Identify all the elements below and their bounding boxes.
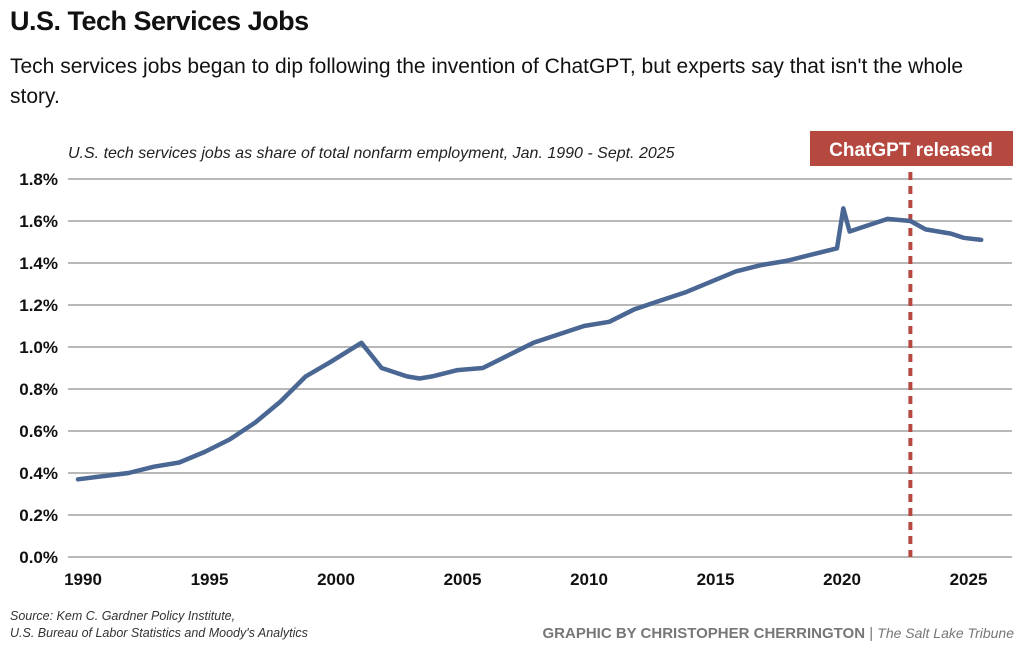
chart-caption: U.S. tech services jobs as share of tota…: [68, 145, 675, 162]
y-tick-label: 0.2%: [19, 506, 58, 525]
credit: GRAPHIC BY CHRISTOPHER CHERRINGTON | The…: [542, 625, 1014, 642]
source-note: Source: Kem C. Gardner Policy Institute,…: [10, 608, 308, 642]
y-tick-label: 1.0%: [19, 338, 58, 357]
source-line: Source: Kem C. Gardner Policy Institute,: [10, 609, 236, 623]
x-tick-label: 2020: [823, 570, 861, 589]
x-tick-label: 2000: [317, 570, 355, 589]
y-tick-label: 1.2%: [19, 296, 58, 315]
y-tick-label: 1.8%: [19, 170, 58, 189]
x-tick-label: 2010: [570, 570, 608, 589]
y-tick-label: 0.8%: [19, 380, 58, 399]
chart-subtitle: Tech services jobs began to dip followin…: [10, 55, 964, 108]
x-tick-label: 2005: [444, 570, 482, 589]
annotation-box: [810, 131, 1013, 166]
annotation-label: ChatGPT released: [829, 140, 993, 161]
y-tick-label: 1.6%: [19, 212, 58, 231]
y-tick-label: 0.0%: [19, 548, 58, 567]
graphic-credit: GRAPHIC BY CHRISTOPHER CHERRINGTON: [542, 625, 866, 642]
separator: |: [869, 625, 874, 642]
series-line: [75, 206, 984, 482]
y-tick-label: 0.6%: [19, 422, 58, 441]
y-tick-label: 1.4%: [19, 254, 58, 273]
x-tick-label: 1995: [191, 570, 229, 589]
source-line: U.S. Bureau of Labor Statistics and Mood…: [10, 626, 308, 640]
x-tick-label: 2015: [697, 570, 735, 589]
publication: The Salt Lake Tribune: [877, 625, 1014, 641]
chart-title: U.S. Tech Services Jobs: [10, 6, 309, 36]
y-tick-label: 0.4%: [19, 464, 58, 483]
x-tick-label: 2025: [950, 570, 988, 589]
x-tick-label: 1990: [64, 570, 102, 589]
